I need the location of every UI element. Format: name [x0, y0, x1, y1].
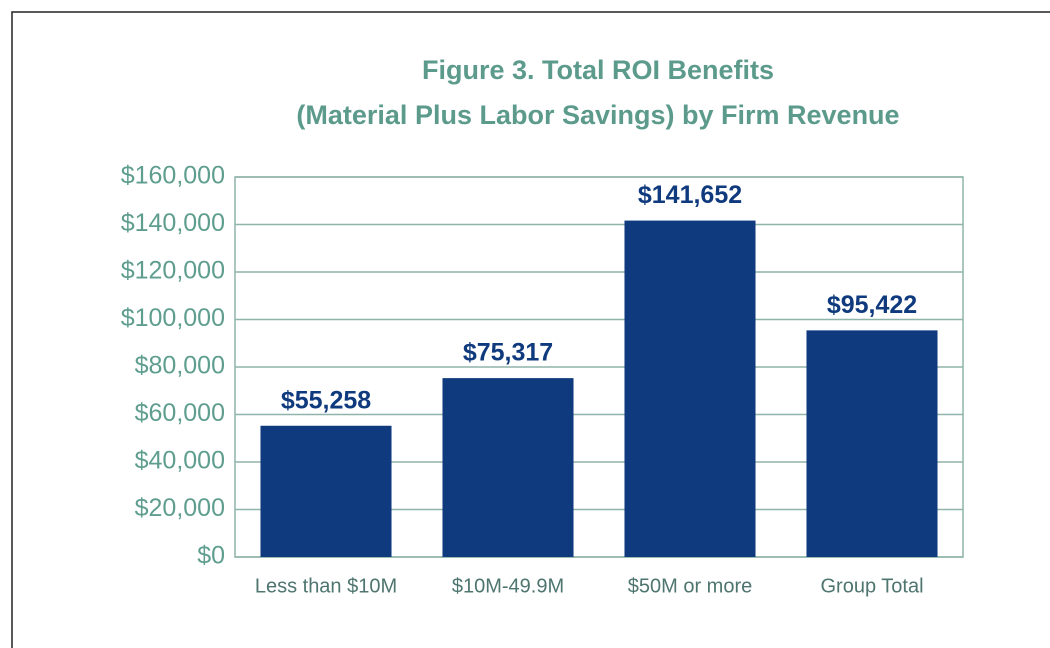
bar [260, 425, 392, 557]
x-tick-label: $10M-49.9M [452, 575, 564, 597]
bar [442, 378, 574, 557]
y-tick-label: $80,000 [135, 352, 225, 380]
y-tick-label: $0 [197, 542, 225, 570]
chart-title: (Material Plus Labor Savings) by Firm Re… [296, 100, 899, 130]
y-tick-label: $140,000 [121, 209, 225, 237]
value-label: $141,652 [638, 181, 742, 209]
value-label: $75,317 [463, 339, 553, 367]
y-tick-label: $120,000 [121, 257, 225, 285]
value-label: $55,258 [281, 386, 371, 414]
x-tick-label: $50M or more [628, 575, 753, 597]
bar [624, 220, 756, 557]
y-tick-label: $60,000 [135, 399, 225, 427]
y-tick-label: $100,000 [121, 304, 225, 332]
x-tick-label: Less than $10M [255, 575, 397, 597]
frame [11, 11, 1050, 648]
bar [806, 330, 938, 557]
chart-title: Figure 3. Total ROI Benefits [422, 55, 774, 85]
value-label: $95,422 [827, 291, 917, 319]
y-tick-label: $40,000 [135, 447, 225, 475]
x-tick-label: Group Total [820, 575, 923, 597]
y-tick-label: $160,000 [121, 162, 225, 190]
y-tick-label: $20,000 [135, 494, 225, 522]
